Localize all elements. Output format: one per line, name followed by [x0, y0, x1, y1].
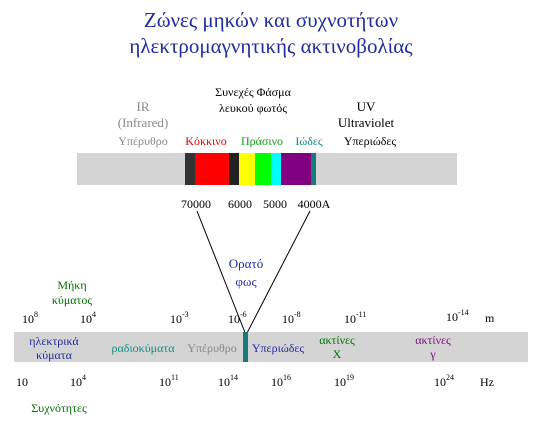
radio-waves-label: ραδιοκύματα — [111, 341, 175, 355]
green-label: Πράσινο — [240, 134, 284, 148]
frequencies-label: Συχνότητες — [31, 401, 87, 415]
wavelength-tick-1e-11: 10-11 — [344, 310, 367, 326]
spectrum-green-segment — [255, 153, 271, 185]
spectrum-red-segment — [195, 153, 229, 185]
electric-waves-label-sub: κύματα — [36, 348, 72, 362]
frequency-tick-1e24: 1024 — [434, 373, 454, 389]
violet-label: Ιώδες — [295, 134, 323, 148]
tick-70000: 70000 — [181, 197, 211, 211]
title-line-2: ηλεκτρομαγνητικής ακτινοβολίας — [129, 34, 413, 58]
spectrum-yellow-segment — [239, 153, 255, 185]
em-spectrum-bar — [14, 332, 528, 362]
wavelength-tick-1e-3: 10-3 — [170, 310, 189, 326]
xray-label-sub: X — [332, 347, 342, 361]
connector-left-line — [196, 210, 247, 336]
red-label: Κόκκινο — [185, 134, 227, 148]
wavelength-tick-1e-6: 10-6 — [228, 310, 247, 326]
xray-label: ακτίνες — [319, 333, 355, 347]
continuous-spectrum-label: Συνεχές Φάσμα — [215, 85, 291, 99]
uv-label-sub: Ultraviolet — [337, 115, 395, 130]
spectrum-dark-segment — [185, 153, 195, 185]
gamma-rays-label: ακτίνες — [415, 333, 451, 347]
wavelength-label: Μήκη — [57, 278, 87, 292]
wavelength-label-sub: κύματος — [51, 293, 93, 307]
tick-5000: 5000 — [263, 197, 287, 211]
ultraviolet-band-label: Υπεριώδες — [251, 341, 305, 355]
wavelength-tick-1e4: 104 — [80, 310, 96, 326]
frequency-unit: Hz — [480, 375, 494, 389]
frequency-tick-1e16: 1016 — [271, 373, 291, 389]
visible-band-marker — [243, 332, 248, 362]
spectrum-cyan-segment — [271, 153, 281, 185]
title-line-1: Ζώνες μηκών και συχνοτήτων — [143, 8, 399, 32]
infrared-band-label: Υπέρυθρο — [187, 341, 237, 355]
frequency-tick-10: 10 — [16, 375, 28, 389]
wavelength-unit: m — [485, 311, 495, 325]
tick-4000A: 4000A — [297, 197, 331, 211]
visible-light-label-sub: φως — [235, 274, 257, 289]
wavelength-tick-1e-8: 10-8 — [282, 310, 301, 326]
visible-spectrum-bar — [77, 153, 457, 185]
wavelength-tick-1e-14: 10-14 — [446, 308, 469, 324]
spectrum-violet-segment — [281, 153, 311, 185]
visible-light-label: Ορατό — [228, 256, 264, 271]
electric-waves-label: ηλεκτρικά — [29, 334, 79, 348]
frequency-tick-1e4: 104 — [70, 373, 86, 389]
gamma-rays-label-sub: γ — [430, 347, 436, 361]
ultraviolet-greek-label: Υπεριώδες — [343, 134, 397, 148]
wavelength-tick-1e8: 108 — [22, 310, 38, 326]
frequency-tick-1e14: 1014 — [218, 373, 238, 389]
white-light-label: λευκού φωτός — [219, 101, 287, 115]
connector-right-line — [245, 210, 311, 336]
ir-label: IR — [136, 99, 150, 114]
spectrum-teal-segment — [311, 153, 316, 185]
tick-6000: 6000 — [228, 197, 252, 211]
infrared-greek-label: Υπέρυθρο — [118, 134, 168, 148]
ir-label-sub: (Infrared) — [117, 115, 169, 130]
frequency-tick-1e11: 1011 — [159, 373, 179, 389]
frequency-tick-1e19: 1019 — [334, 373, 354, 389]
spectrum-black-segment — [229, 153, 239, 185]
uv-label: UV — [356, 99, 376, 114]
